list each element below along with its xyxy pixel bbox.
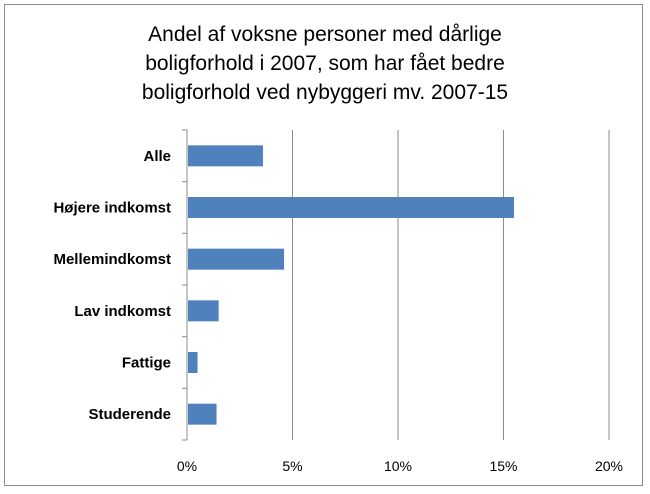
- bar-5: [188, 403, 217, 425]
- chart-title-line-1: Andel af voksne personer med dårlige: [148, 23, 502, 46]
- chart-title-line-3: boligforhold ved nybyggeri mv. 2007-15: [141, 81, 509, 104]
- category-label-2: Mellemindkomst: [53, 251, 171, 268]
- x-tick-label-1: 5%: [282, 458, 302, 474]
- chart-title: Andel af voksne personer med dårlige bol…: [0, 20, 650, 107]
- chart-frame: [4, 4, 643, 486]
- category-label-5: Studerende: [88, 406, 171, 423]
- category-label-1: Højere indkomst: [53, 200, 171, 217]
- category-label-4: Fattige: [122, 355, 171, 372]
- x-tick-label-3: 15%: [489, 458, 517, 474]
- x-tick-label-2: 10%: [384, 458, 412, 474]
- bar-0: [188, 145, 263, 167]
- x-tick-label-0: 0%: [177, 458, 197, 474]
- x-tick-label-4: 20%: [595, 458, 623, 474]
- bar-4: [188, 352, 198, 373]
- bar-3: [188, 300, 219, 322]
- chart-title-line-2: boligforhold i 2007, som har fået bedre: [145, 52, 505, 75]
- bar-1: [188, 197, 515, 218]
- bar-2: [188, 248, 285, 270]
- category-label-3: Lav indkomst: [74, 303, 171, 320]
- category-label-0: Alle: [143, 148, 171, 165]
